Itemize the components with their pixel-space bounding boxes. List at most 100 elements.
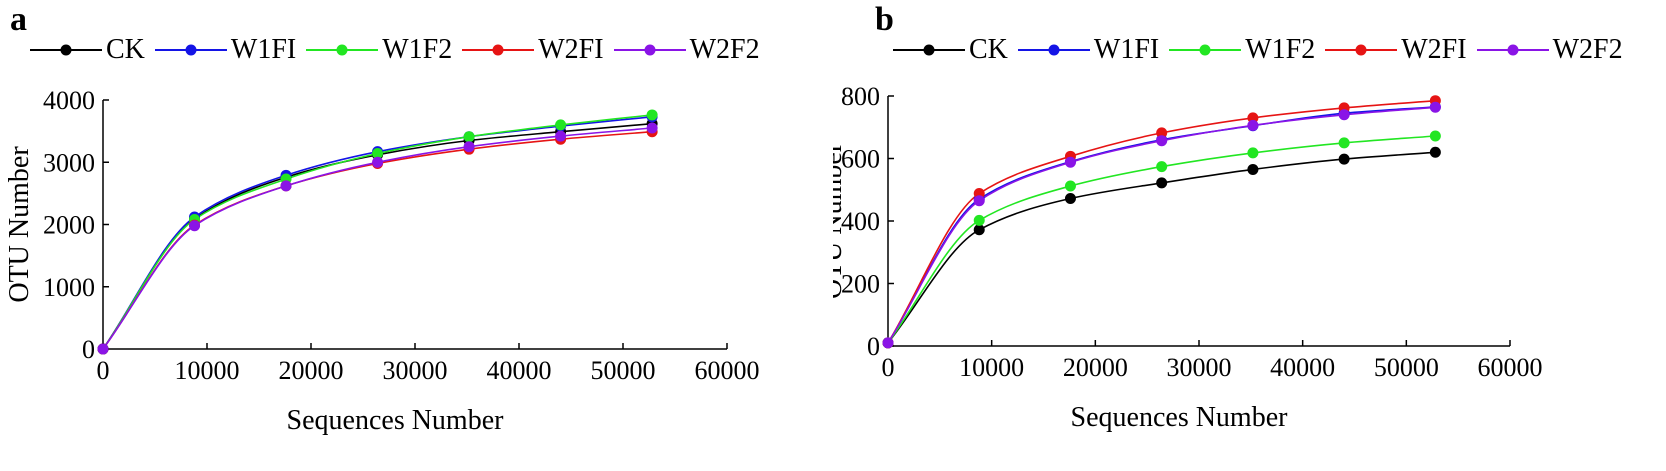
x-tick-label: 60000 xyxy=(1478,353,1543,382)
data-point xyxy=(646,122,658,134)
x-axis-title: Sequences Number xyxy=(287,405,505,436)
legend-marker xyxy=(644,44,656,56)
legend-item: W1F2 xyxy=(306,33,452,67)
data-point xyxy=(1064,156,1076,168)
x-tick-label: 20000 xyxy=(1063,353,1128,382)
legend-item: W2FI xyxy=(462,33,604,67)
y-tick-label: 1000 xyxy=(43,273,95,302)
legend-item: W1F2 xyxy=(1169,33,1315,67)
legend-label: W1FI xyxy=(1093,34,1160,65)
data-point xyxy=(97,343,109,355)
chart-panel-b: b CK W1FI W1F2 W2FI W2F2 0 10000 20000 3000… xyxy=(833,0,1666,471)
legend-label: CK xyxy=(969,34,1008,65)
legend-label: CK xyxy=(106,34,145,65)
legend-swatch xyxy=(462,44,535,56)
y-tick-label: 0 xyxy=(82,335,95,364)
data-point xyxy=(973,195,985,207)
x-tick-label: 30000 xyxy=(1167,353,1232,382)
x-tick-label: 20000 xyxy=(279,356,344,385)
data-point xyxy=(1429,101,1441,113)
x-tick-label: 50000 xyxy=(591,356,656,385)
y-tick-label: 400 xyxy=(841,207,880,236)
data-point xyxy=(1156,127,1168,139)
x-tick-label: 30000 xyxy=(383,356,448,385)
legend-swatch xyxy=(306,44,379,56)
legend-marker xyxy=(1355,44,1367,56)
legend-swatch xyxy=(1325,44,1398,56)
legend-label: W1F2 xyxy=(382,34,453,65)
data-point xyxy=(882,337,894,349)
legend-marker xyxy=(1199,44,1211,56)
y-tick-label: 4000 xyxy=(43,86,95,115)
legend-label: W2FI xyxy=(538,34,604,65)
legend-marker xyxy=(185,44,197,56)
y-tick-label: 0 xyxy=(867,332,880,361)
data-point xyxy=(463,131,475,143)
data-point xyxy=(973,214,985,226)
legend-swatch xyxy=(1476,44,1549,56)
legend-swatch xyxy=(893,44,965,56)
y-tick-label: 800 xyxy=(841,82,880,111)
x-tick-label: 0 xyxy=(882,353,895,382)
legend-label: W1F2 xyxy=(1245,34,1316,65)
x-tick-label: 40000 xyxy=(487,356,552,385)
legend-item: W2FI xyxy=(1325,33,1467,67)
data-point xyxy=(1064,193,1076,204)
legend-marker xyxy=(923,44,935,56)
data-point xyxy=(372,148,384,160)
legend-item: W2F2 xyxy=(1476,33,1623,67)
data-point xyxy=(280,180,292,192)
legend: CK W1FI W1F2 W2FI W2F2 xyxy=(893,33,1633,67)
legend-item: CK xyxy=(893,33,1008,67)
x-tick-label: 10000 xyxy=(175,356,240,385)
data-point xyxy=(372,156,384,168)
x-tick-label: 50000 xyxy=(1374,353,1439,382)
legend: CK W1FI W1F2 W2FI W2F2 xyxy=(30,33,770,67)
y-axis-title: OTU Number xyxy=(833,142,848,299)
legend-swatch xyxy=(613,44,686,56)
legend-marker xyxy=(492,44,504,56)
legend-item: W1FI xyxy=(154,33,297,67)
legend-label: W2FI xyxy=(1401,34,1467,65)
y-tick-label: 2000 xyxy=(43,211,95,240)
legend-swatch xyxy=(1017,44,1090,56)
data-point xyxy=(555,130,567,142)
data-point xyxy=(973,224,985,236)
x-axis-title: Sequences Number xyxy=(1071,402,1289,433)
legend-label: W2F2 xyxy=(689,34,760,65)
legend-label: W1FI xyxy=(230,34,297,65)
panel-label: a xyxy=(10,1,27,38)
data-point xyxy=(1064,180,1076,192)
legend-swatch xyxy=(1169,44,1242,56)
legend-swatch xyxy=(30,44,102,56)
legend-marker xyxy=(1507,44,1519,56)
x-tick-label: 40000 xyxy=(1270,353,1335,382)
data-point xyxy=(1338,153,1350,165)
y-axis-title: OTU Number xyxy=(4,146,35,303)
data-point xyxy=(1338,109,1350,121)
panel-label: b xyxy=(875,1,894,38)
y-tick-label: 3000 xyxy=(43,148,95,177)
legend-item: CK xyxy=(30,33,145,67)
data-point xyxy=(1247,163,1259,175)
data-point xyxy=(1156,177,1168,189)
data-point xyxy=(1156,161,1168,173)
data-point xyxy=(1338,137,1350,149)
x-tick-label: 60000 xyxy=(695,356,760,385)
plot-area: 0 10000 20000 30000 40000 50000 60000 0 200 400 60… xyxy=(833,82,1543,433)
data-point xyxy=(189,220,201,232)
data-point xyxy=(1247,147,1259,159)
legend-item: W2F2 xyxy=(613,33,760,67)
legend-item: W1FI xyxy=(1017,33,1160,67)
data-point xyxy=(646,109,658,121)
y-tick-label: 200 xyxy=(841,270,880,299)
legend-swatch xyxy=(154,44,227,56)
data-point xyxy=(463,141,475,153)
legend-marker xyxy=(60,44,72,56)
x-tick-label: 0 xyxy=(97,356,110,385)
legend-marker xyxy=(336,44,348,56)
data-point xyxy=(1247,119,1259,131)
data-point xyxy=(1156,135,1168,147)
x-tick-label: 10000 xyxy=(959,353,1024,382)
legend-label: W2F2 xyxy=(1552,34,1623,65)
